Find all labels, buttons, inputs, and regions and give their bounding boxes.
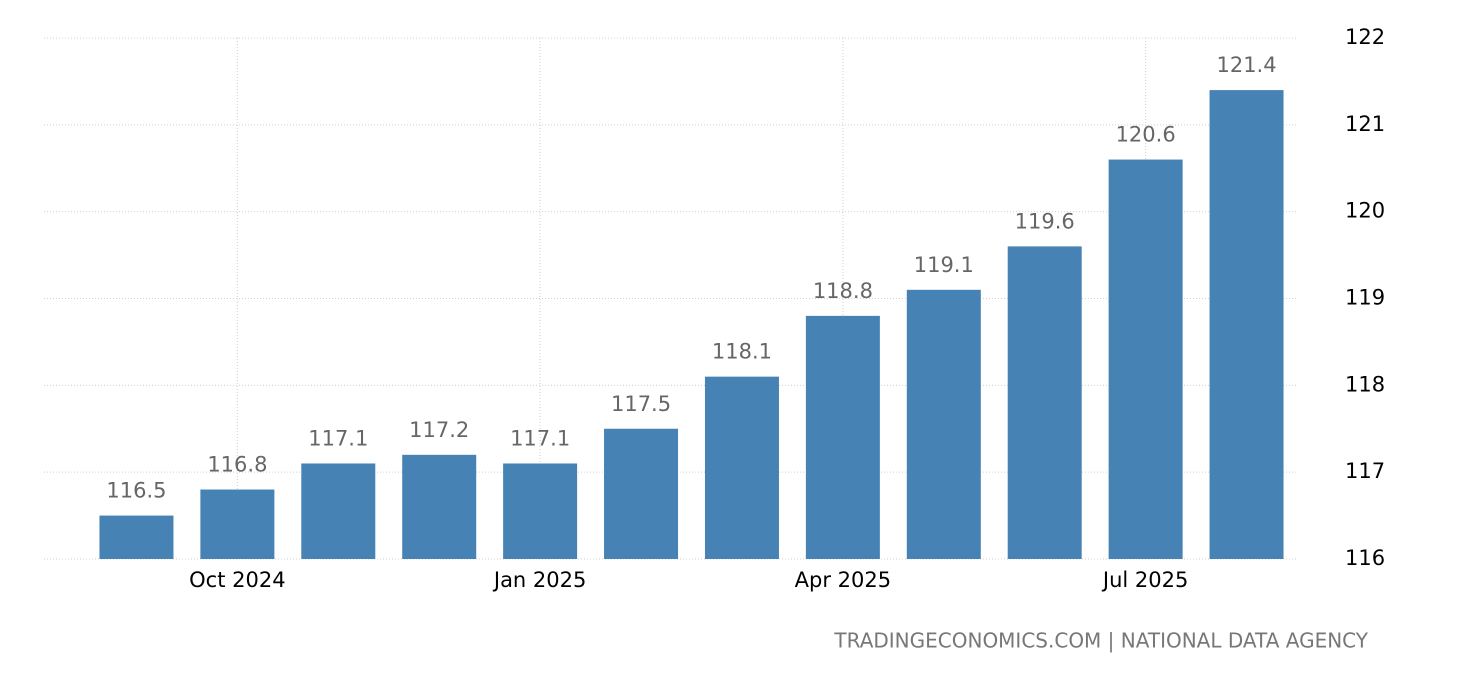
bar (805, 315, 880, 559)
x-tick-label: Apr 2025 (795, 568, 891, 592)
bar (704, 376, 779, 559)
y-tick-label: 118 (1345, 372, 1385, 396)
bar (1007, 246, 1082, 559)
bar (1209, 90, 1284, 559)
y-tick-label: 117 (1345, 459, 1385, 483)
bar (906, 289, 981, 559)
source: TRADINGECONOMICS.COM | NATIONAL DATA AGE… (833, 629, 1368, 653)
value-label: 118.8 (813, 279, 873, 303)
y-tick-label: 116 (1345, 546, 1385, 570)
y-tick-label: 122 (1345, 25, 1385, 49)
y-tick-label: 121 (1345, 112, 1385, 136)
y-tick-label: 119 (1345, 286, 1385, 310)
bar (503, 463, 578, 559)
x-tick-label: Oct 2024 (189, 568, 285, 592)
bar (402, 454, 477, 559)
x-tick-label: Jan 2025 (492, 568, 587, 592)
bar (200, 489, 275, 559)
bar (99, 515, 174, 559)
bar (301, 463, 376, 559)
x-tick-label: Jul 2025 (1101, 568, 1188, 592)
value-label: 121.4 (1216, 53, 1276, 77)
value-label: 116.5 (106, 479, 166, 503)
value-label: 116.8 (207, 453, 267, 477)
y-tick-label: 120 (1345, 199, 1385, 223)
value-label: 117.5 (611, 392, 671, 416)
bar (604, 428, 679, 559)
value-label: 117.1 (308, 426, 368, 450)
value-label: 117.2 (409, 418, 469, 442)
value-label: 118.1 (712, 340, 772, 364)
bar (1108, 159, 1183, 560)
value-label: 119.6 (1015, 209, 1075, 233)
value-label: 119.1 (914, 253, 974, 277)
value-label: 120.6 (1116, 123, 1176, 147)
value-label: 117.1 (510, 426, 570, 450)
